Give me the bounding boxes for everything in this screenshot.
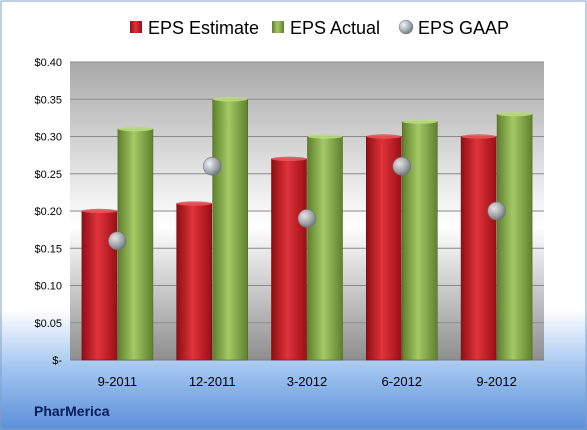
y-axis-tick-labels: $0.40 $0.35 $0.30 $0.25 $0.20 $0.15 $0.10 $0.05…: [34, 57, 62, 367]
y-tick-label: $0.40: [34, 57, 62, 69]
bar-cap-eps-actual: [212, 97, 248, 102]
y-tick-label: $0.15: [34, 243, 62, 255]
point-eps-gaap: [297, 209, 317, 228]
bar-eps-estimate: [460, 136, 497, 361]
y-tick-label: $-: [52, 355, 62, 367]
legend-label: EPS Estimate: [148, 18, 259, 38]
legend-label: EPS GAAP: [418, 18, 509, 38]
bar-eps-estimate: [271, 158, 307, 361]
legend: EPS Estimate EPS Actual EPS GAAP: [130, 18, 509, 38]
bar-cap-eps-estimate: [176, 201, 212, 206]
company-label: PharMerica: [34, 403, 110, 419]
bar-eps-actual: [212, 98, 248, 361]
bar-eps-estimate: [365, 136, 402, 361]
point-eps-gaap: [202, 157, 222, 176]
x-tick-label: 3-2012: [287, 374, 327, 389]
bar-cap-eps-actual: [307, 134, 343, 139]
x-tick-label: 6-2012: [382, 374, 422, 389]
bar-eps-estimate: [176, 203, 212, 361]
bar-cap-eps-actual: [497, 111, 533, 117]
point-eps-gaap: [108, 231, 127, 251]
x-tick-label: 12-2011: [189, 374, 236, 389]
bar-cap-eps-actual: [117, 126, 153, 132]
x-tick-label: 9-2012: [476, 374, 516, 389]
bars: [81, 97, 533, 361]
y-tick-label: $0.35: [34, 94, 62, 106]
gaap-points: [108, 157, 506, 251]
y-tick-label: $0.20: [34, 206, 62, 218]
y-tick-label: $0.05: [34, 318, 62, 330]
bar-eps-actual: [496, 113, 533, 361]
y-tick-label: $0.10: [34, 281, 62, 293]
bar-eps-actual: [307, 136, 343, 361]
bar-cap-eps-actual: [402, 119, 438, 124]
x-axis-tick-labels: 9-2011 12-2011 3-2012 6-2012 9-2012: [98, 374, 517, 389]
legend-label: EPS Actual: [290, 18, 380, 38]
point-eps-gaap: [392, 157, 412, 176]
y-tick-label: $0.30: [34, 132, 62, 144]
bar-cap-eps-estimate: [461, 134, 497, 139]
y-tick-label: $0.25: [34, 169, 62, 181]
x-tick-label: 9-2011: [98, 374, 138, 389]
bar-eps-estimate: [81, 210, 118, 361]
bar-cap-eps-estimate: [271, 156, 307, 162]
legend-marker-eps-gaap: [398, 19, 414, 35]
bar-eps-actual: [401, 121, 438, 361]
bar-cap-eps-estimate: [366, 134, 402, 139]
point-eps-gaap: [487, 201, 506, 221]
legend-marker-eps-estimate: [130, 21, 142, 33]
bar-cap-eps-estimate: [81, 208, 117, 214]
legend-marker-eps-actual: [272, 21, 284, 33]
